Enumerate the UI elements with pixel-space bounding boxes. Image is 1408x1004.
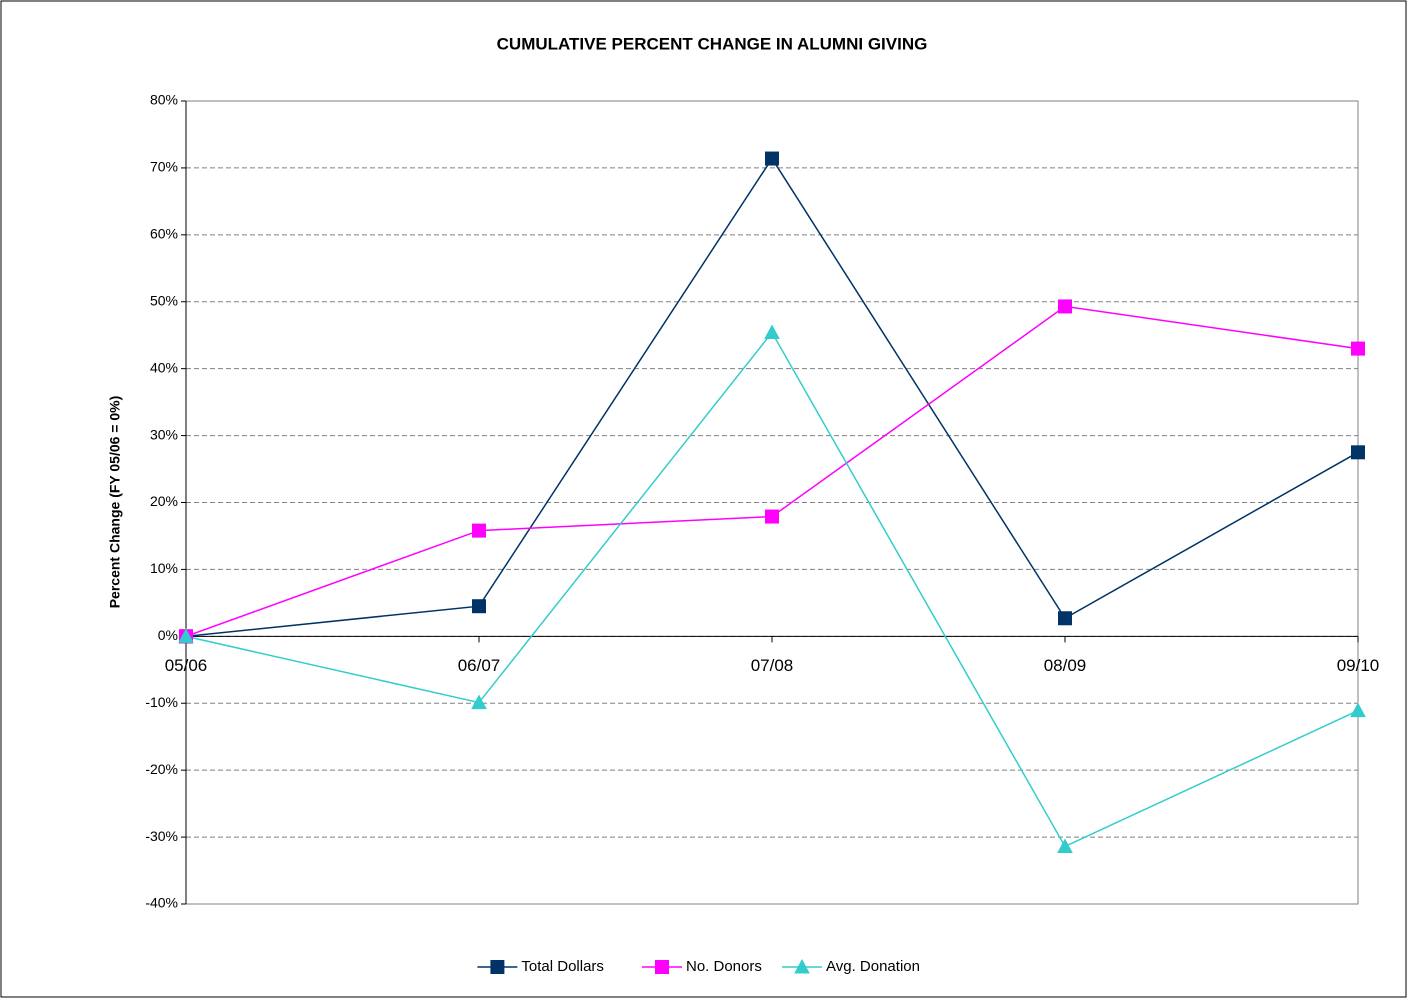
- y-tick-label: 40%: [150, 359, 178, 375]
- legend-marker: [655, 960, 669, 974]
- y-tick-label: 70%: [150, 159, 178, 175]
- x-tick-label: 08/09: [1044, 656, 1087, 675]
- y-tick-label: 10%: [150, 560, 178, 576]
- data-point: [472, 599, 486, 614]
- legend-label: No. Donors: [686, 958, 762, 975]
- y-axis-label: Percent Change (FY 05/06 = 0%): [107, 396, 123, 609]
- data-point: [1057, 838, 1073, 853]
- legend-label: Total Dollars: [521, 958, 604, 975]
- data-point: [1058, 611, 1072, 626]
- y-tick-label: 80%: [150, 92, 178, 108]
- x-tick-label: 09/10: [1337, 656, 1380, 675]
- chart-title: CUMULATIVE PERCENT CHANGE IN ALUMNI GIVI…: [497, 34, 928, 53]
- data-point: [1058, 299, 1072, 314]
- y-tick-label: -20%: [145, 761, 178, 777]
- y-tick-label: 20%: [150, 493, 178, 509]
- y-tick-label: -10%: [145, 694, 178, 710]
- data-point: [472, 523, 486, 538]
- data-point: [1351, 341, 1365, 356]
- y-tick-label: 60%: [150, 226, 178, 242]
- x-tick-label: 07/08: [751, 656, 794, 675]
- y-tick-label: -30%: [145, 828, 178, 844]
- x-tick-label: 05/06: [165, 656, 208, 675]
- data-point: [471, 694, 487, 710]
- data-point: [765, 151, 779, 166]
- legend-marker: [794, 958, 810, 974]
- legend-marker: [490, 960, 505, 974]
- data-point: [764, 324, 780, 340]
- y-tick-label: 0%: [158, 627, 178, 643]
- y-tick-label: -40%: [145, 895, 178, 911]
- y-tick-label: 50%: [150, 292, 178, 308]
- x-tick-label: 06/07: [458, 656, 501, 675]
- legend-label: Avg. Donation: [826, 958, 920, 975]
- y-tick-label: 30%: [150, 426, 178, 442]
- data-point: [178, 628, 194, 643]
- data-point: [1350, 702, 1366, 718]
- data-point: [765, 509, 779, 524]
- data-point: [1351, 445, 1365, 460]
